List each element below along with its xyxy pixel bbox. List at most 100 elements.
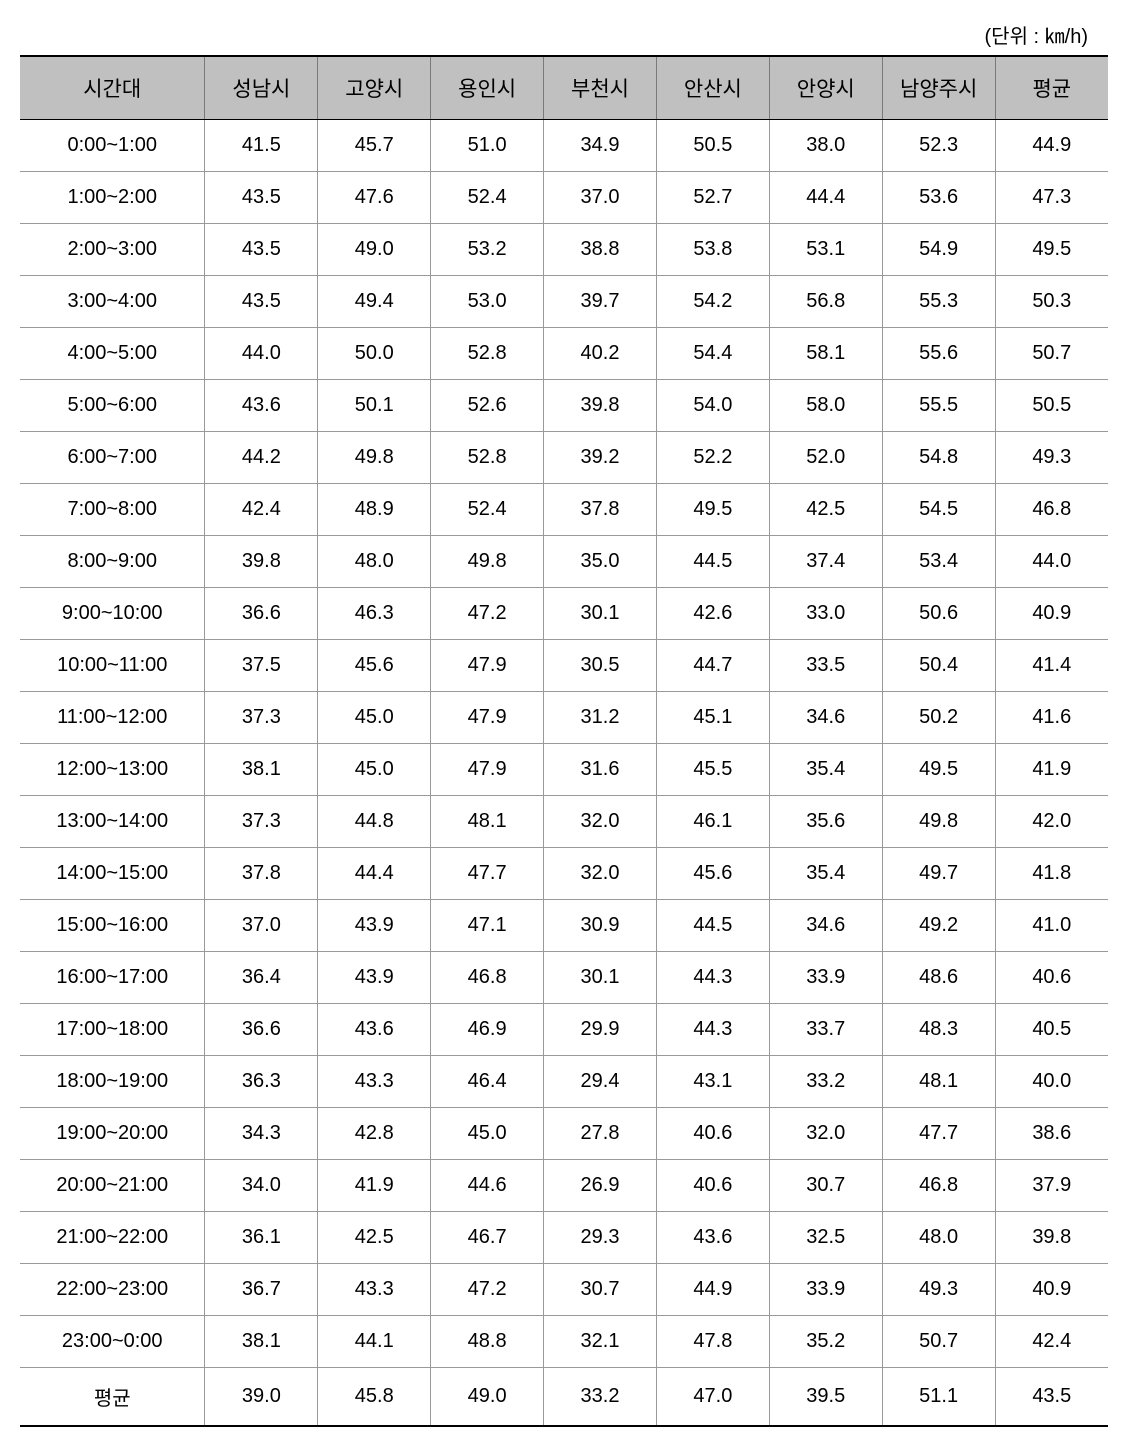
value-cell: 48.1 [882,1056,995,1108]
value-cell: 44.5 [656,900,769,952]
value-cell: 40.9 [995,588,1108,640]
value-cell: 52.2 [656,432,769,484]
value-cell: 47.9 [431,692,544,744]
value-cell: 48.3 [882,1004,995,1056]
value-cell: 47.2 [431,1264,544,1316]
value-cell: 39.5 [769,1368,882,1427]
value-cell: 33.2 [544,1368,657,1427]
value-cell: 34.6 [769,692,882,744]
value-cell: 35.4 [769,744,882,796]
value-cell: 39.0 [205,1368,318,1427]
value-cell: 36.6 [205,1004,318,1056]
value-cell: 42.5 [318,1212,431,1264]
value-cell: 43.1 [656,1056,769,1108]
value-cell: 46.4 [431,1056,544,1108]
value-cell: 46.8 [431,952,544,1004]
table-row: 19:00~20:0034.342.845.027.840.632.047.73… [20,1108,1108,1160]
value-cell: 46.9 [431,1004,544,1056]
value-cell: 49.8 [882,796,995,848]
value-cell: 49.5 [882,744,995,796]
value-cell: 30.1 [544,952,657,1004]
value-cell: 37.9 [995,1160,1108,1212]
value-cell: 52.0 [769,432,882,484]
value-cell: 44.0 [995,536,1108,588]
value-cell: 49.4 [318,276,431,328]
col-header: 성남시 [205,56,318,120]
table-head: 시간대성남시고양시용인시부천시안산시안양시남양주시평균 [20,56,1108,120]
value-cell: 47.2 [431,588,544,640]
table-row: 8:00~9:0039.848.049.835.044.537.453.444.… [20,536,1108,588]
time-cell: 9:00~10:00 [20,588,205,640]
table-row: 21:00~22:0036.142.546.729.343.632.548.03… [20,1212,1108,1264]
value-cell: 58.0 [769,380,882,432]
value-cell: 29.9 [544,1004,657,1056]
value-cell: 54.2 [656,276,769,328]
time-cell: 19:00~20:00 [20,1108,205,1160]
value-cell: 43.6 [318,1004,431,1056]
time-cell: 평균 [20,1368,205,1427]
value-cell: 49.5 [995,224,1108,276]
value-cell: 44.9 [995,120,1108,172]
value-cell: 45.6 [318,640,431,692]
table-row: 12:00~13:0038.145.047.931.645.535.449.54… [20,744,1108,796]
value-cell: 48.9 [318,484,431,536]
value-cell: 30.5 [544,640,657,692]
value-cell: 40.6 [656,1160,769,1212]
value-cell: 47.9 [431,640,544,692]
time-cell: 11:00~12:00 [20,692,205,744]
time-cell: 6:00~7:00 [20,432,205,484]
table-row: 13:00~14:0037.344.848.132.046.135.649.84… [20,796,1108,848]
value-cell: 46.8 [995,484,1108,536]
value-cell: 42.8 [318,1108,431,1160]
value-cell: 53.6 [882,172,995,224]
value-cell: 32.0 [544,796,657,848]
value-cell: 40.6 [656,1108,769,1160]
table-row: 0:00~1:0041.545.751.034.950.538.052.344.… [20,120,1108,172]
time-cell: 10:00~11:00 [20,640,205,692]
value-cell: 44.8 [318,796,431,848]
time-cell: 14:00~15:00 [20,848,205,900]
value-cell: 45.7 [318,120,431,172]
value-cell: 50.0 [318,328,431,380]
value-cell: 45.1 [656,692,769,744]
value-cell: 31.2 [544,692,657,744]
value-cell: 49.2 [882,900,995,952]
value-cell: 44.3 [656,952,769,1004]
value-cell: 50.7 [995,328,1108,380]
table-row: 20:00~21:0034.041.944.626.940.630.746.83… [20,1160,1108,1212]
value-cell: 38.6 [995,1108,1108,1160]
value-cell: 40.9 [995,1264,1108,1316]
value-cell: 42.6 [656,588,769,640]
value-cell: 38.0 [769,120,882,172]
time-cell: 1:00~2:00 [20,172,205,224]
value-cell: 46.3 [318,588,431,640]
value-cell: 47.7 [431,848,544,900]
col-header: 시간대 [20,56,205,120]
value-cell: 45.0 [318,744,431,796]
value-cell: 54.5 [882,484,995,536]
value-cell: 43.3 [318,1264,431,1316]
value-cell: 43.6 [205,380,318,432]
table-row: 18:00~19:0036.343.346.429.443.133.248.14… [20,1056,1108,1108]
table-row: 17:00~18:0036.643.646.929.944.333.748.34… [20,1004,1108,1056]
value-cell: 44.4 [769,172,882,224]
value-cell: 42.4 [995,1316,1108,1368]
time-cell: 5:00~6:00 [20,380,205,432]
col-header: 용인시 [431,56,544,120]
value-cell: 45.0 [431,1108,544,1160]
value-cell: 33.0 [769,588,882,640]
value-cell: 45.5 [656,744,769,796]
value-cell: 49.7 [882,848,995,900]
table-body: 0:00~1:0041.545.751.034.950.538.052.344.… [20,120,1108,1427]
value-cell: 39.8 [205,536,318,588]
value-cell: 43.9 [318,900,431,952]
value-cell: 44.5 [656,536,769,588]
value-cell: 32.5 [769,1212,882,1264]
value-cell: 27.8 [544,1108,657,1160]
value-cell: 50.2 [882,692,995,744]
value-cell: 48.8 [431,1316,544,1368]
value-cell: 38.1 [205,744,318,796]
value-cell: 53.4 [882,536,995,588]
value-cell: 43.5 [205,224,318,276]
value-cell: 48.0 [882,1212,995,1264]
